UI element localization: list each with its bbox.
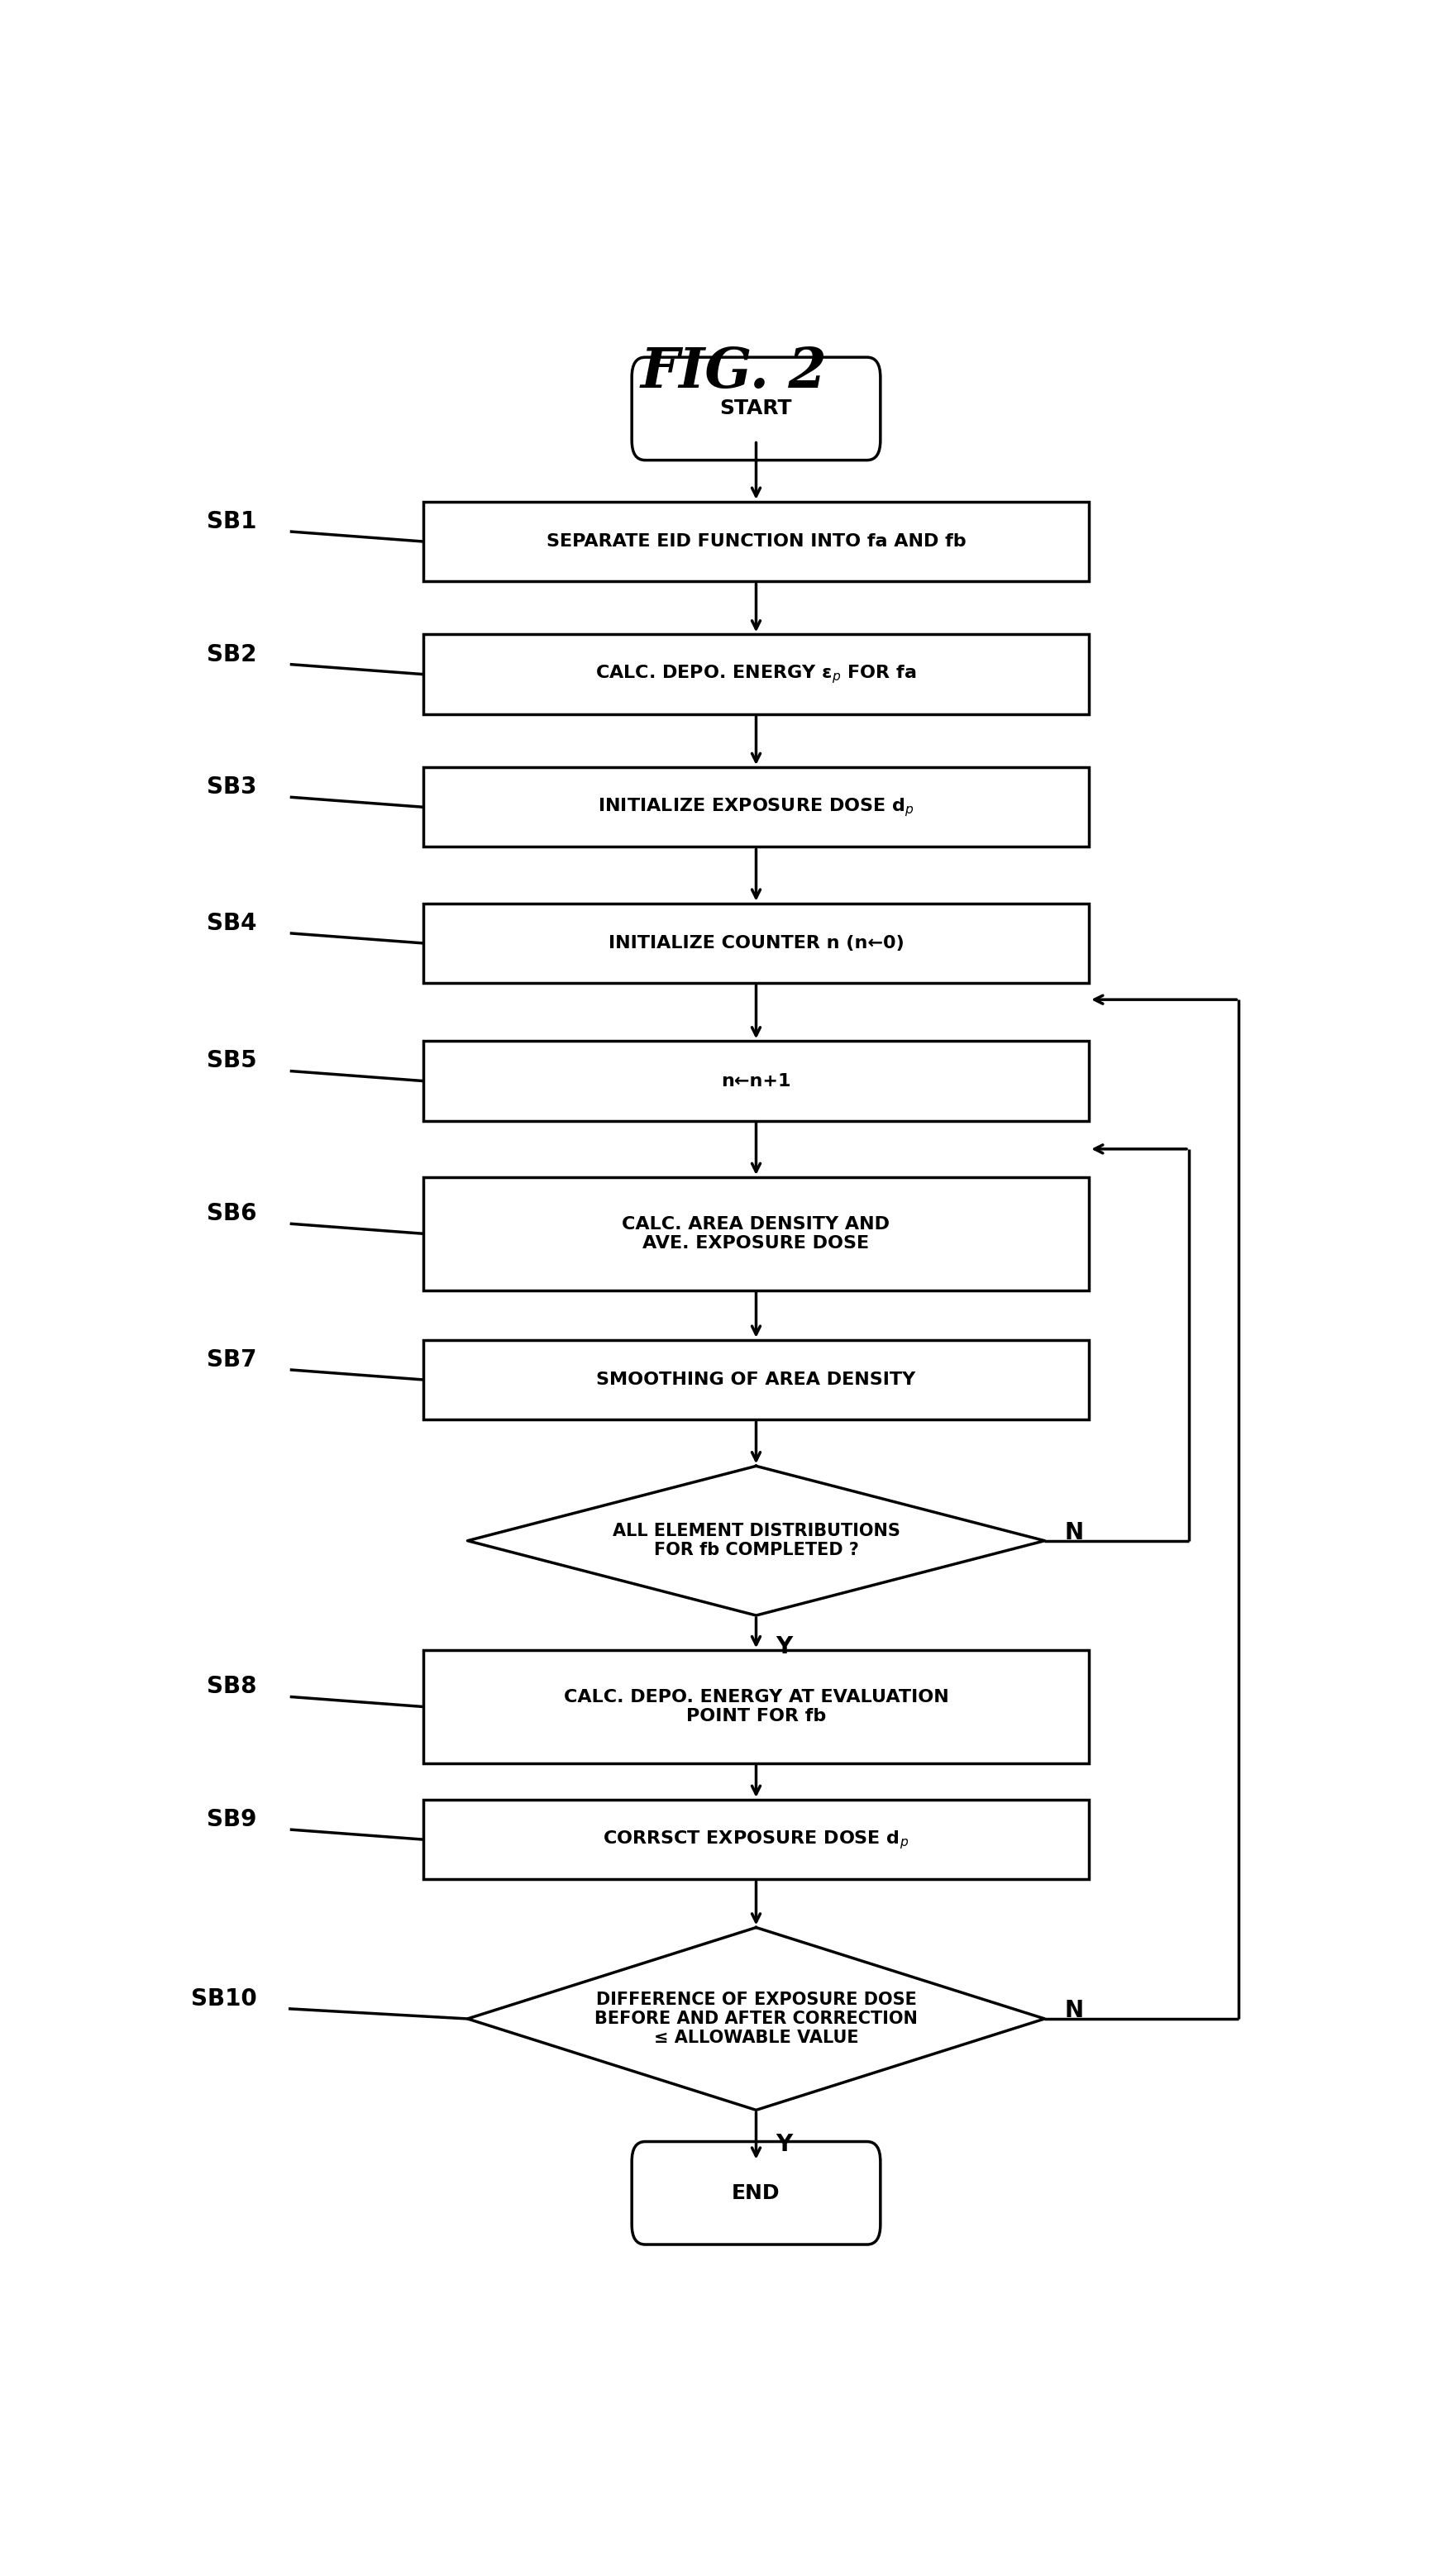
Text: CALC. DEPO. ENERGY AT EVALUATION
POINT FOR fb: CALC. DEPO. ENERGY AT EVALUATION POINT F… — [564, 1690, 948, 1723]
FancyBboxPatch shape — [632, 2141, 881, 2244]
Bar — [424, 1340, 1090, 1419]
Text: Y: Y — [776, 1636, 792, 1659]
Bar — [424, 904, 1090, 984]
Text: START: START — [720, 399, 792, 420]
Text: SB3: SB3 — [206, 775, 256, 799]
Bar — [424, 502, 1090, 582]
Bar — [424, 634, 1090, 714]
Text: N: N — [1064, 1520, 1084, 1543]
Text: SMOOTHING OF AREA DENSITY: SMOOTHING OF AREA DENSITY — [596, 1370, 916, 1388]
Text: SB5: SB5 — [206, 1048, 256, 1072]
Text: CALC. AREA DENSITY AND
AVE. EXPOSURE DOSE: CALC. AREA DENSITY AND AVE. EXPOSURE DOS… — [621, 1216, 891, 1252]
Bar — [424, 768, 1090, 848]
Text: SB2: SB2 — [206, 644, 256, 667]
Bar — [424, 1177, 1090, 1291]
Text: SB6: SB6 — [206, 1203, 256, 1226]
Text: DIFFERENCE OF EXPOSURE DOSE
BEFORE AND AFTER CORRECTION
≤ ALLOWABLE VALUE: DIFFERENCE OF EXPOSURE DOSE BEFORE AND A… — [594, 1991, 918, 2045]
Text: CORRSCT EXPOSURE DOSE d$_p$: CORRSCT EXPOSURE DOSE d$_p$ — [603, 1829, 909, 1850]
FancyBboxPatch shape — [632, 358, 881, 461]
Bar — [424, 1651, 1090, 1762]
Text: SB8: SB8 — [206, 1674, 256, 1698]
Text: N: N — [1064, 1999, 1084, 2022]
Text: ALL ELEMENT DISTRIBUTIONS
FOR fb COMPLETED ?: ALL ELEMENT DISTRIBUTIONS FOR fb COMPLET… — [613, 1522, 899, 1558]
Text: SB9: SB9 — [206, 1808, 256, 1832]
Text: SB10: SB10 — [190, 1986, 256, 2009]
Text: FIG. 2: FIG. 2 — [640, 345, 828, 399]
Bar — [424, 1041, 1090, 1121]
Polygon shape — [467, 1927, 1044, 2110]
Text: END: END — [732, 2182, 780, 2202]
Text: SEPARATE EID FUNCTION INTO fa AND fb: SEPARATE EID FUNCTION INTO fa AND fb — [546, 533, 967, 549]
Text: SB1: SB1 — [206, 510, 256, 533]
Text: INITIALIZE COUNTER n (n←0): INITIALIZE COUNTER n (n←0) — [609, 935, 904, 951]
Polygon shape — [467, 1466, 1044, 1615]
Text: SB7: SB7 — [206, 1347, 256, 1370]
Text: n←n+1: n←n+1 — [722, 1072, 790, 1090]
Bar — [424, 1801, 1090, 1880]
Text: INITIALIZE EXPOSURE DOSE d$_p$: INITIALIZE EXPOSURE DOSE d$_p$ — [599, 796, 914, 819]
Text: SB4: SB4 — [206, 912, 256, 935]
Text: Y: Y — [776, 2133, 792, 2156]
Text: CALC. DEPO. ENERGY ε$_p$ FOR fa: CALC. DEPO. ENERGY ε$_p$ FOR fa — [596, 662, 916, 685]
